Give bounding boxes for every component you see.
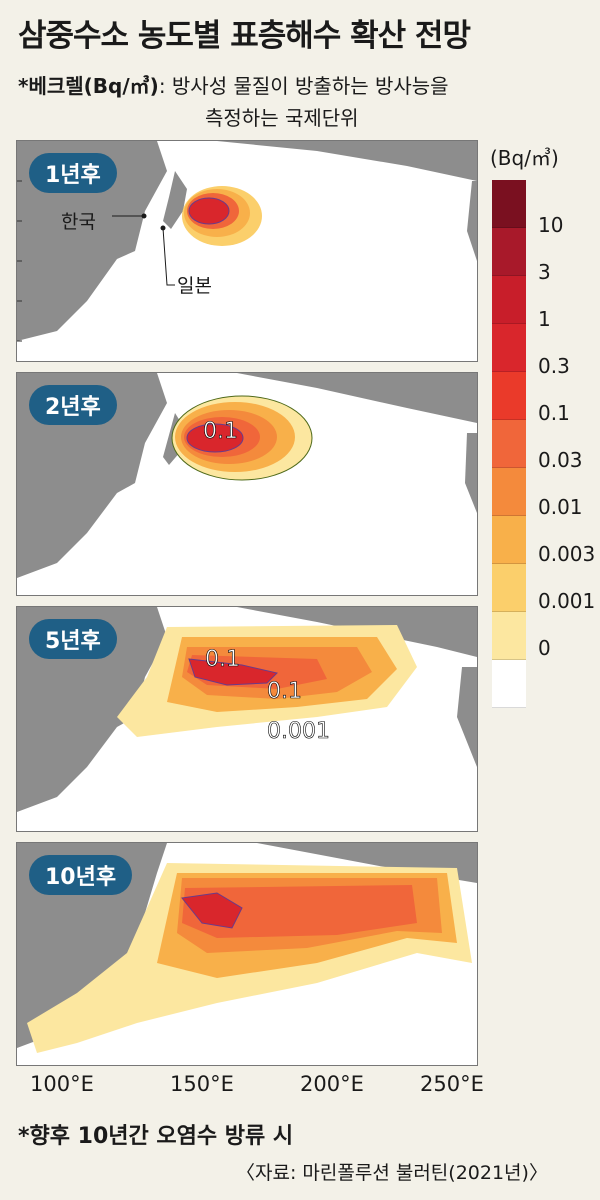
source: 〈자료: 마린폴루션 불러틴(2021년)〉	[236, 1162, 548, 1184]
map-panel-10yr: 10년후	[16, 842, 478, 1066]
legend-swatch	[492, 276, 526, 324]
map-panel-1yr: 1년후 한국 일본	[16, 140, 478, 362]
legend-tick: 0.01	[538, 495, 583, 519]
north-landmass	[217, 141, 477, 181]
plume-core-2yr	[186, 423, 244, 453]
map-1yr	[17, 141, 477, 361]
panel-label-10yr: 10년후	[29, 855, 133, 895]
panel-label-1yr: 1년후	[29, 153, 117, 193]
legend-tick: 10	[538, 213, 564, 237]
page-title: 삼중수소 농도별 표층해수 확산 전망	[18, 18, 471, 54]
korea-label: 한국	[61, 211, 96, 233]
legend-swatch	[492, 660, 526, 708]
legend-swatch	[492, 228, 526, 276]
contour-label-0.1-a: 0.1	[205, 647, 241, 673]
x-tick-100: 100°E	[30, 1072, 94, 1096]
color-legend	[492, 180, 526, 708]
legend-tick: 0.003	[538, 542, 596, 566]
unit-term: *베크렐(Bq/㎥)	[18, 74, 159, 98]
legend-tick: 3	[538, 260, 551, 284]
contour-label-0.001: 0.001	[267, 719, 331, 745]
legend-tick: 1	[538, 307, 551, 331]
plume-core-1yr	[188, 197, 230, 225]
plume-core-10yr	[181, 892, 243, 929]
japan-label: 일본	[177, 275, 212, 297]
japan-pointer	[160, 225, 175, 286]
panel-label-2yr: 2년후	[29, 385, 117, 425]
plume-core-5yr	[188, 658, 278, 686]
legend-tick: 0.03	[538, 448, 583, 472]
x-tick-250: 250°E	[420, 1072, 484, 1096]
america-landmass	[467, 181, 477, 261]
legend-swatch	[492, 180, 526, 228]
unit-note: *베크렐(Bq/㎥): 방사성 물질이 방출하는 방사능을	[18, 70, 449, 99]
legend-tick: 0	[538, 636, 551, 660]
panel-label-5yr: 5년후	[29, 619, 117, 659]
unit-definition-2: 측정하는 국제단위	[205, 106, 359, 130]
legend-tick: 0.3	[538, 354, 570, 378]
legend-tick: 0.001	[538, 589, 596, 613]
legend-swatch	[492, 516, 526, 564]
footnote: *향후 10년간 오염수 방류 시	[18, 1124, 294, 1149]
legend-swatch	[492, 372, 526, 420]
legend-swatch	[492, 564, 526, 612]
legend-unit: (Bq/㎥)	[490, 146, 559, 170]
legend-swatch	[492, 468, 526, 516]
japan-landmass	[163, 171, 187, 229]
map-2yr	[17, 373, 477, 595]
contour-label-0.1: 0.1	[203, 419, 239, 445]
x-tick-150: 150°E	[170, 1072, 234, 1096]
map-panel-2yr: 2년후 0.1	[16, 372, 478, 596]
legend-swatch	[492, 612, 526, 660]
legend-tick: 0.1	[538, 401, 570, 425]
contour-label-0.1-b: 0.1	[267, 679, 303, 705]
korea-pointer	[112, 213, 147, 219]
legend-swatch	[492, 324, 526, 372]
map-panel-5yr: 5년후 0.1 0.1 0.001	[16, 606, 478, 832]
x-tick-200: 200°E	[300, 1072, 364, 1096]
unit-definition-1: : 방사성 물질이 방출하는 방사능을	[158, 74, 449, 98]
legend-swatch	[492, 420, 526, 468]
